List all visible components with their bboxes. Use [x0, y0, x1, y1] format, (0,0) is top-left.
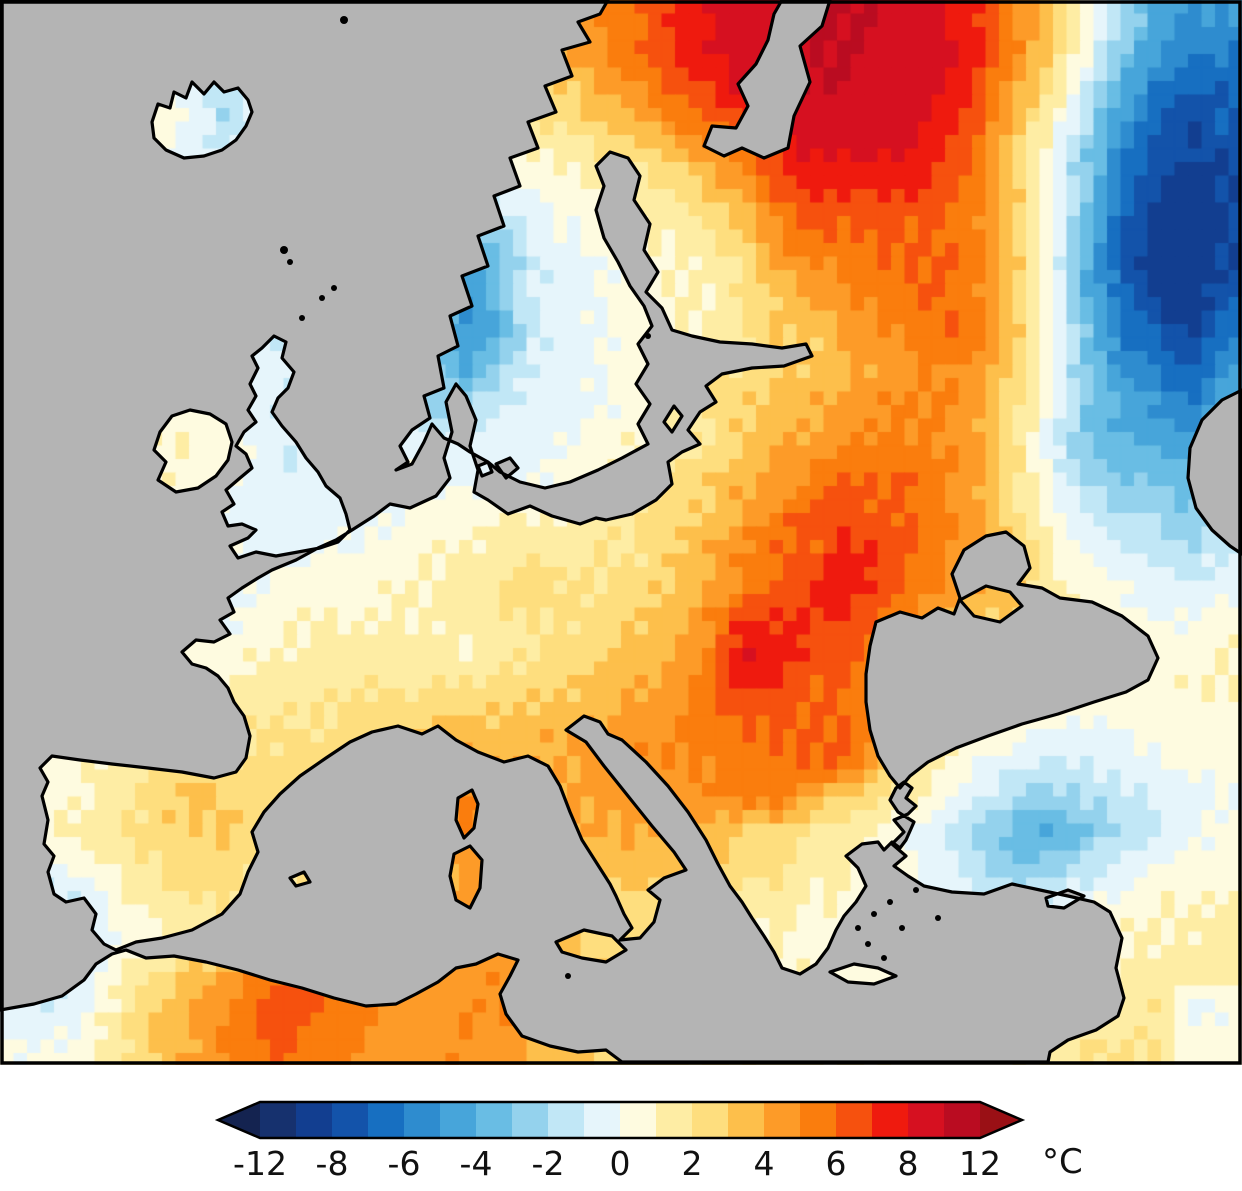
colorbar-segment: [656, 1102, 693, 1138]
colorbar-segment: [728, 1102, 765, 1138]
colorbar-unit-label: °C: [1042, 1142, 1083, 1182]
colorbar-outline: [214, 1100, 1026, 1140]
island-dot: [319, 295, 325, 301]
island-dot: [913, 887, 919, 893]
coastline-overlay: [0, 0, 1242, 1065]
island-dot: [855, 925, 861, 931]
colorbar-segment: [836, 1102, 873, 1138]
sea-and-coastline: [0, 0, 1242, 1064]
colorbar-tick-label: -2: [532, 1144, 565, 1183]
colorbar-tick-label: 6: [826, 1144, 847, 1183]
island-dot: [899, 925, 905, 931]
colorbar-segment: [332, 1102, 369, 1138]
colorbar-segment: [692, 1102, 729, 1138]
colorbar-arrow-low: [218, 1102, 260, 1138]
island-dot: [865, 941, 871, 947]
island-dot: [871, 911, 877, 917]
colorbar-segment: [872, 1102, 909, 1138]
island-dot: [287, 259, 293, 265]
island-dot: [935, 915, 941, 921]
colorbar-segment: [476, 1102, 513, 1138]
colorbar-segments: [218, 1102, 1022, 1138]
colorbar-segment: [512, 1102, 549, 1138]
island-dot: [565, 973, 571, 979]
colorbar-segment: [584, 1102, 621, 1138]
small-island-dots: [280, 16, 941, 979]
island-dot: [881, 955, 887, 961]
island-dot: [887, 899, 893, 905]
colorbar-arrow-high: [980, 1102, 1022, 1138]
colorbar: -12 -8 -6 -4 -2 0 2 4 6 8 12 °C: [214, 1100, 1083, 1183]
colorbar-tick-label: 4: [754, 1144, 775, 1183]
colorbar-segment: [800, 1102, 837, 1138]
colorbar-segment: [944, 1102, 981, 1138]
map-frame: [0, 0, 1242, 1065]
island-dot: [299, 315, 305, 321]
colorbar-tick-labels: -12 -8 -6 -4 -2 0 2 4 6 8 12: [233, 1144, 1001, 1183]
colorbar-tick-label: 12: [959, 1144, 1001, 1183]
island-dot: [331, 285, 337, 291]
colorbar-tick-label: 2: [682, 1144, 703, 1183]
island-dot: [340, 16, 348, 24]
europe-anomaly-map: [0, 0, 1242, 1065]
colorbar-segment: [296, 1102, 333, 1138]
island-dot: [280, 246, 288, 254]
colorbar-tick-label: 8: [898, 1144, 919, 1183]
colorbar-tick-label: -8: [316, 1144, 349, 1183]
colorbar-segment: [764, 1102, 801, 1138]
colorbar-tick-label: 0: [610, 1144, 631, 1183]
colorbar-tick-label: -12: [233, 1144, 287, 1183]
colorbar-segment: [368, 1102, 405, 1138]
colorbar-tick-label: -4: [460, 1144, 493, 1183]
colorbar-segment: [548, 1102, 585, 1138]
colorbar-segment: [440, 1102, 477, 1138]
island-dot: [645, 333, 651, 339]
colorbar-segment: [260, 1102, 297, 1138]
colorbar-segment: [404, 1102, 441, 1138]
colorbar-tick-label: -6: [388, 1144, 421, 1183]
colorbar-segment: [620, 1102, 657, 1138]
colorbar-segment: [908, 1102, 945, 1138]
